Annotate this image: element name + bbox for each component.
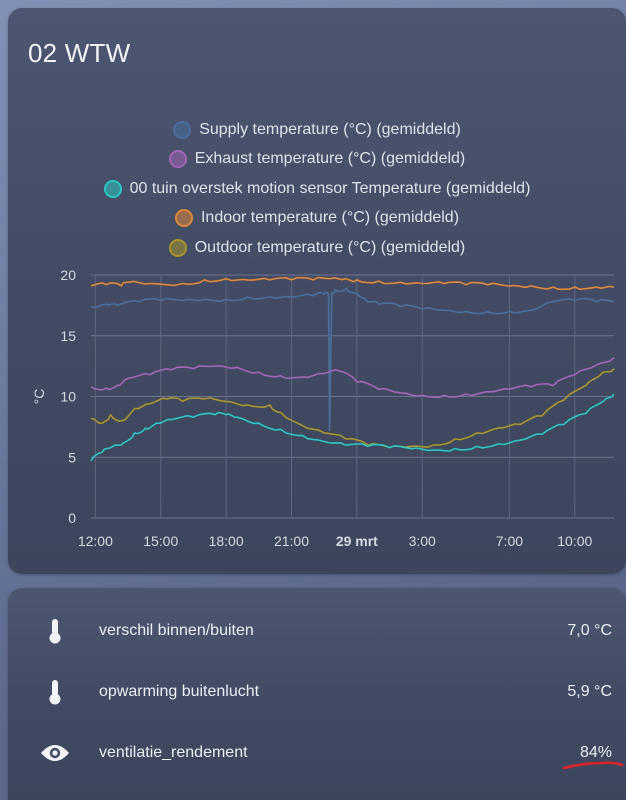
x-tick-label: 10:00 [557, 533, 592, 549]
x-tick-label: 21:00 [274, 533, 309, 549]
y-tick-label: 5 [68, 449, 76, 465]
series-line-3 [90, 368, 615, 449]
y-tick-label: 0 [68, 510, 76, 526]
legend-item-indoor[interactable]: Indoor temperature (°C) (gemiddeld) [174, 204, 460, 234]
legend-label-indoor: Indoor temperature (°C) (gemiddeld) [200, 209, 460, 227]
entity-name: ventilatie_rendement [99, 744, 248, 761]
legend-item-motion-sensor[interactable]: 00 tuin overstek motion sensor Temperatu… [103, 174, 531, 204]
series-line-1 [90, 287, 615, 432]
legend-swatch-indoor [174, 209, 193, 228]
x-tick-label: 7:00 [496, 533, 523, 549]
legend-item-supply[interactable]: Supply temperature (°C) (gemiddeld) [173, 115, 461, 145]
legend-item-exhaust[interactable]: Exhaust temperature (°C) (gemiddeld) [168, 145, 466, 175]
y-tick-label: 20 [60, 267, 76, 283]
series-line-4 [90, 393, 615, 462]
entity-row-ventilatie-rendement[interactable]: ventilatie_rendement 84% [8, 733, 626, 773]
red-underline-annotation [562, 761, 624, 770]
x-tick-label: 29 mrt [336, 533, 378, 549]
legend-label-outdoor: Outdoor temperature (°C) (gemiddeld) [194, 238, 466, 256]
legend-swatch-exhaust [168, 150, 187, 169]
legend-swatch-outdoor [168, 238, 187, 257]
entities-card: verschil binnen/buiten 7,0 °C opwarming … [8, 588, 626, 800]
series-line-0 [90, 276, 615, 291]
y-axis-label: °C [31, 389, 47, 405]
legend-item-outdoor[interactable]: Outdoor temperature (°C) (gemiddeld) [168, 233, 466, 263]
entity-row-verschil[interactable]: verschil binnen/buiten 7,0 °C [8, 611, 626, 651]
legend-label-supply: Supply temperature (°C) (gemiddeld) [199, 120, 461, 138]
legend-label-motion-sensor: 00 tuin overstek motion sensor Temperatu… [129, 179, 531, 197]
entity-row-opwarming[interactable]: opwarming buitenlucht 5,9 °C [8, 672, 626, 712]
x-tick-label: 12:00 [78, 533, 113, 549]
eye-icon [40, 738, 70, 768]
series-line-2 [90, 356, 615, 399]
entity-value: 5,9 °C [567, 683, 612, 700]
temperature-chart[interactable]: 0 5 10 15 20 12:00 15:00 18:00 21:00 29 mrt 3:00 7:… [8, 8, 626, 574]
y-tick-label: 15 [60, 328, 76, 344]
card-title: 02 WTW [28, 38, 131, 68]
y-tick-label: 10 [60, 389, 76, 405]
history-graph-card: 02 WTW Supply temperature (°C) (gemiddel… [8, 8, 626, 574]
entity-name: opwarming buitenlucht [99, 683, 260, 700]
x-tick-label: 18:00 [209, 533, 244, 549]
x-tick-label: 3:00 [409, 533, 436, 549]
entity-value: 84% [579, 744, 612, 761]
chart-legend: Supply temperature (°C) (gemiddeld) Exha… [8, 115, 626, 263]
thermometer-icon [40, 677, 70, 707]
thermometer-icon [40, 616, 70, 646]
entity-name: verschil binnen/buiten [99, 622, 254, 639]
legend-swatch-motion-sensor [103, 179, 122, 198]
entity-value: 7,0 °C [567, 622, 612, 639]
legend-swatch-supply [173, 120, 192, 139]
legend-label-exhaust: Exhaust temperature (°C) (gemiddeld) [194, 150, 466, 168]
x-tick-label: 15:00 [143, 533, 178, 549]
